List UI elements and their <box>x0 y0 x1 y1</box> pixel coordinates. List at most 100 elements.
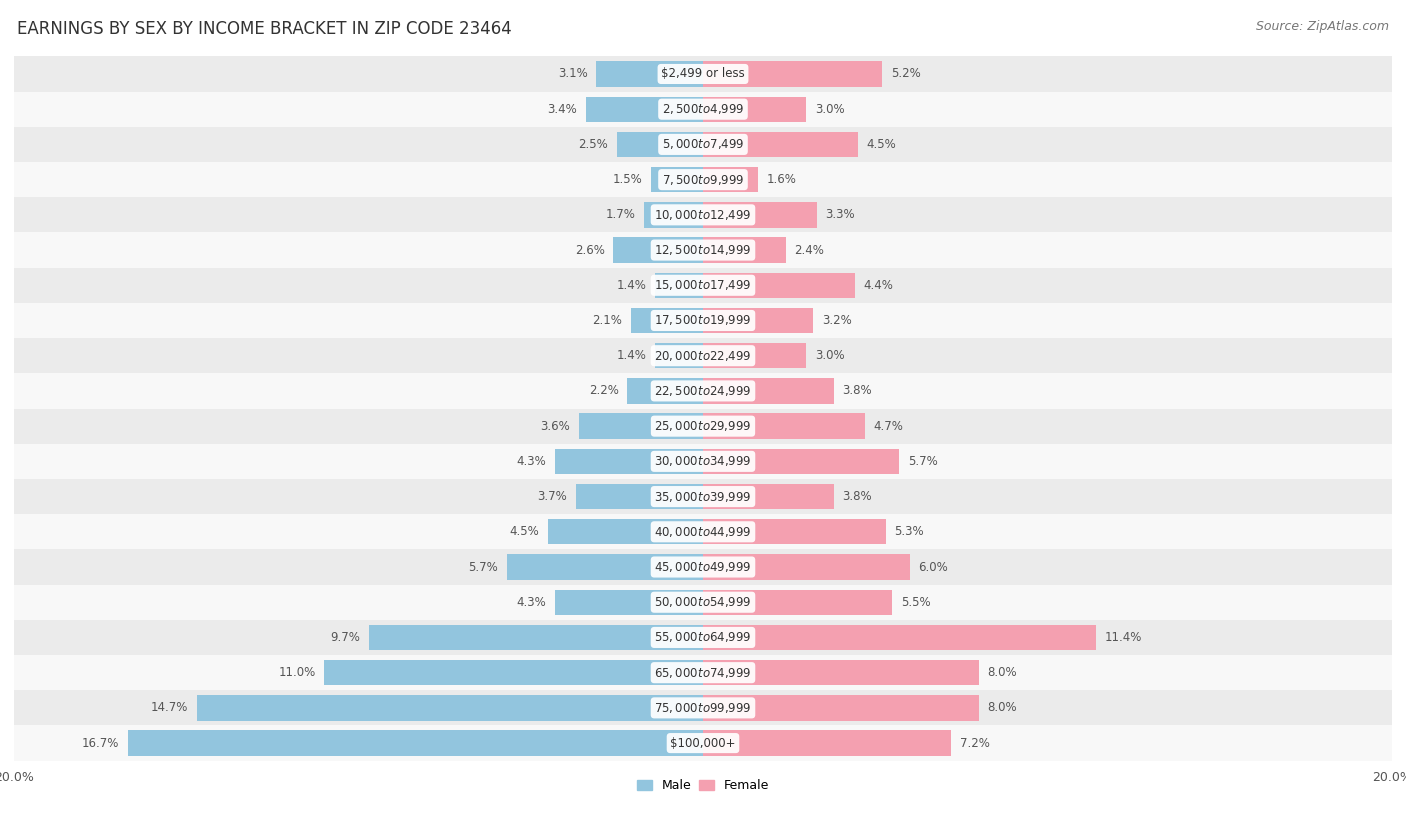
Text: 3.0%: 3.0% <box>815 350 845 363</box>
Bar <box>651 167 703 193</box>
Bar <box>14 56 1392 92</box>
Bar <box>644 202 703 228</box>
Text: 6.0%: 6.0% <box>918 560 948 573</box>
Text: 3.4%: 3.4% <box>547 102 578 115</box>
Bar <box>368 624 703 650</box>
Bar <box>548 520 703 545</box>
Text: 4.3%: 4.3% <box>516 454 547 467</box>
Text: 4.7%: 4.7% <box>873 420 904 433</box>
Bar <box>703 449 900 474</box>
Bar <box>703 343 807 368</box>
Text: $25,000 to $29,999: $25,000 to $29,999 <box>654 420 752 433</box>
Bar <box>655 343 703 368</box>
Bar <box>703 695 979 720</box>
Bar <box>14 725 1392 761</box>
Bar <box>555 449 703 474</box>
Bar <box>703 237 786 263</box>
Bar <box>323 660 703 685</box>
Bar <box>14 162 1392 198</box>
Text: 11.0%: 11.0% <box>278 666 315 679</box>
Bar <box>703 660 979 685</box>
Text: $30,000 to $34,999: $30,000 to $34,999 <box>654 454 752 468</box>
Text: $17,500 to $19,999: $17,500 to $19,999 <box>654 314 752 328</box>
Bar <box>14 655 1392 690</box>
Text: 9.7%: 9.7% <box>330 631 360 644</box>
Text: 2.2%: 2.2% <box>589 385 619 398</box>
Text: 4.5%: 4.5% <box>866 138 897 151</box>
Bar <box>14 303 1392 338</box>
Text: 4.5%: 4.5% <box>509 525 540 538</box>
Text: 1.4%: 1.4% <box>616 279 647 292</box>
Bar <box>128 730 703 756</box>
Text: 1.7%: 1.7% <box>606 208 636 221</box>
Bar <box>14 514 1392 550</box>
Bar <box>613 237 703 263</box>
Text: $15,000 to $17,499: $15,000 to $17,499 <box>654 278 752 293</box>
Text: 2.5%: 2.5% <box>578 138 609 151</box>
Bar <box>703 730 950 756</box>
Bar <box>197 695 703 720</box>
Text: $2,499 or less: $2,499 or less <box>661 67 745 80</box>
Text: 1.5%: 1.5% <box>613 173 643 186</box>
Text: Source: ZipAtlas.com: Source: ZipAtlas.com <box>1256 20 1389 33</box>
Bar <box>14 620 1392 655</box>
Text: 5.7%: 5.7% <box>468 560 498 573</box>
Text: 5.7%: 5.7% <box>908 454 938 467</box>
Bar <box>703 97 807 122</box>
Bar <box>703 554 910 580</box>
Bar <box>579 414 703 439</box>
Text: 7.2%: 7.2% <box>960 737 990 750</box>
Text: 3.0%: 3.0% <box>815 102 845 115</box>
Text: 3.6%: 3.6% <box>541 420 571 433</box>
Text: $100,000+: $100,000+ <box>671 737 735 750</box>
Bar <box>703 589 893 615</box>
Bar <box>596 61 703 87</box>
Bar <box>14 373 1392 409</box>
Text: $22,500 to $24,999: $22,500 to $24,999 <box>654 384 752 398</box>
Bar <box>14 198 1392 233</box>
Bar <box>14 690 1392 725</box>
Bar <box>703 308 813 333</box>
Bar <box>14 585 1392 620</box>
Text: $5,000 to $7,499: $5,000 to $7,499 <box>662 137 744 151</box>
Bar <box>14 409 1392 444</box>
Text: 8.0%: 8.0% <box>987 666 1017 679</box>
Text: 3.8%: 3.8% <box>842 490 872 503</box>
Bar <box>14 127 1392 162</box>
Text: 2.6%: 2.6% <box>575 244 605 257</box>
Text: 11.4%: 11.4% <box>1104 631 1142 644</box>
Bar <box>14 233 1392 267</box>
Text: $65,000 to $74,999: $65,000 to $74,999 <box>654 666 752 680</box>
Text: 5.2%: 5.2% <box>891 67 921 80</box>
Text: $2,500 to $4,999: $2,500 to $4,999 <box>662 102 744 116</box>
Bar <box>14 444 1392 479</box>
Text: 1.6%: 1.6% <box>766 173 797 186</box>
Text: 3.3%: 3.3% <box>825 208 855 221</box>
Text: $55,000 to $64,999: $55,000 to $64,999 <box>654 630 752 645</box>
Bar <box>555 589 703 615</box>
Text: 2.4%: 2.4% <box>794 244 824 257</box>
Bar <box>703 202 817 228</box>
Text: $10,000 to $12,499: $10,000 to $12,499 <box>654 208 752 222</box>
Bar <box>627 378 703 403</box>
Bar <box>703 520 886 545</box>
Bar <box>506 554 703 580</box>
Legend: Male, Female: Male, Female <box>631 774 775 797</box>
Bar <box>14 550 1392 585</box>
Text: 4.4%: 4.4% <box>863 279 893 292</box>
Bar <box>703 132 858 157</box>
Bar <box>655 272 703 298</box>
Bar <box>14 267 1392 303</box>
Text: 3.1%: 3.1% <box>558 67 588 80</box>
Bar <box>703 378 834 403</box>
Text: 4.3%: 4.3% <box>516 596 547 609</box>
Text: 5.3%: 5.3% <box>894 525 924 538</box>
Text: $40,000 to $44,999: $40,000 to $44,999 <box>654 524 752 539</box>
Text: 14.7%: 14.7% <box>150 702 188 715</box>
Bar <box>14 338 1392 373</box>
Text: $7,500 to $9,999: $7,500 to $9,999 <box>662 172 744 187</box>
Text: 2.1%: 2.1% <box>592 314 621 327</box>
Bar <box>586 97 703 122</box>
Text: $35,000 to $39,999: $35,000 to $39,999 <box>654 489 752 503</box>
Text: $20,000 to $22,499: $20,000 to $22,499 <box>654 349 752 363</box>
